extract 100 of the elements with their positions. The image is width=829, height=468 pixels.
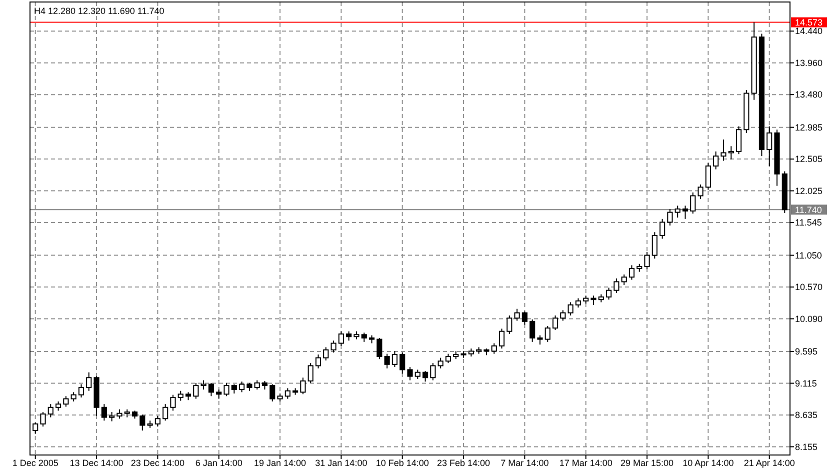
candlestick (644, 251, 650, 270)
candlestick (200, 380, 206, 390)
candlestick (116, 408, 122, 420)
candlestick (522, 310, 528, 326)
candlestick (568, 302, 574, 316)
candlestick (216, 389, 222, 400)
candlestick (422, 370, 428, 382)
candlestick (407, 366, 413, 381)
candlestick (70, 392, 76, 402)
candlestick (224, 382, 230, 397)
candlestick (170, 394, 176, 412)
candlestick (544, 326, 550, 342)
x-tick-label: 23 Dec 14:00 (130, 458, 184, 468)
candlestick (705, 162, 711, 190)
candlestick (32, 422, 38, 434)
candlestick (414, 369, 420, 380)
ref-line-label: 11.740 (795, 204, 822, 215)
candlestick (392, 350, 398, 368)
candlestick (614, 278, 620, 294)
candlestick (506, 314, 512, 334)
candlestick (270, 384, 276, 402)
candlestick (140, 414, 146, 432)
candlestick (338, 330, 344, 346)
x-tick-label: 10 Apr 14:00 (682, 458, 734, 468)
y-tick-label: 12.985 (795, 122, 823, 132)
y-tick-label: 8.635 (795, 410, 818, 420)
candlestick (346, 330, 352, 342)
x-tick-label: 17 Mar 14:00 (559, 458, 612, 468)
candlestick (766, 126, 772, 167)
candlestick (713, 150, 719, 170)
candlestick (606, 287, 612, 300)
candlestick (238, 381, 245, 393)
x-tick-label: 19 Jan 14:00 (254, 458, 306, 468)
candlestick (308, 362, 314, 384)
y-tick-label: 14.440 (795, 26, 823, 36)
y-tick-label: 8.155 (795, 442, 818, 452)
candlestick (537, 334, 543, 346)
candlestick (86, 372, 92, 392)
candlestick (231, 384, 237, 394)
candlestick (736, 126, 742, 155)
y-tick-label: 12.025 (795, 186, 823, 196)
candlestick (660, 218, 666, 240)
candlestick (438, 357, 444, 369)
candlestick (575, 298, 582, 308)
candlestick (491, 342, 497, 354)
y-tick-label: 12.505 (795, 154, 823, 164)
candlestick (63, 396, 69, 408)
x-tick-label: 13 Dec 14:00 (70, 458, 124, 468)
y-tick-label: 11.545 (795, 218, 822, 228)
candlestick (552, 314, 558, 331)
chart-title: H4 12.280 12.320 11.690 11.740 (34, 6, 164, 16)
ref-line-label: 14.573 (795, 17, 823, 28)
candlestick (40, 412, 46, 428)
candlestick (445, 353, 452, 364)
candlestick (430, 362, 436, 381)
candlestick (667, 208, 673, 226)
y-tick-label: 13.480 (795, 90, 823, 100)
y-tick-label: 9.595 (795, 346, 818, 357)
candlestick (55, 400, 62, 412)
x-tick-label: 10 Feb 14:00 (376, 458, 429, 468)
candlestick (48, 404, 54, 418)
candlestick (78, 384, 84, 398)
x-tick-label: 1 Dec 2005 (12, 458, 58, 468)
candlestick (109, 412, 115, 422)
candlestick (682, 205, 688, 220)
candlestick (590, 295, 596, 306)
x-tick-label: 31 Jan 14:00 (315, 458, 368, 468)
candlestick (193, 382, 199, 400)
candlestick (674, 205, 680, 218)
y-tick-label: 13.960 (795, 58, 823, 68)
candlestick (254, 380, 260, 390)
y-tick-label: 10.090 (795, 314, 823, 324)
candlestick (376, 337, 382, 360)
candlestick (284, 388, 290, 400)
x-tick-label: 29 Mar 15:00 (620, 458, 674, 468)
x-tick-label: 6 Jan 14:00 (195, 458, 242, 468)
candlestick (178, 390, 184, 402)
candlestick (330, 340, 336, 353)
candlestick (315, 354, 322, 369)
x-tick-label: 21 Apr 14:00 (744, 458, 795, 468)
candlestick (323, 346, 329, 361)
candlestick (720, 139, 726, 162)
y-tick-label: 9.115 (795, 378, 817, 388)
candlestick (300, 377, 306, 395)
candlestick (514, 308, 520, 322)
candlestick (560, 310, 566, 322)
candlestick (728, 146, 734, 160)
candlestick (498, 328, 505, 350)
y-tick-label: 11.050 (795, 250, 822, 260)
candlestick (530, 318, 536, 342)
candlestick (690, 192, 696, 214)
candlestick (208, 382, 214, 397)
x-tick-label: 7 Mar 14:00 (500, 458, 549, 468)
candlestick (162, 404, 168, 422)
candlestick (384, 353, 390, 369)
candlestick (361, 332, 367, 342)
candlestick (652, 232, 658, 260)
x-tick-label: 23 Feb 14:00 (437, 458, 490, 468)
candlestick (628, 264, 635, 280)
candlestick (621, 274, 627, 286)
